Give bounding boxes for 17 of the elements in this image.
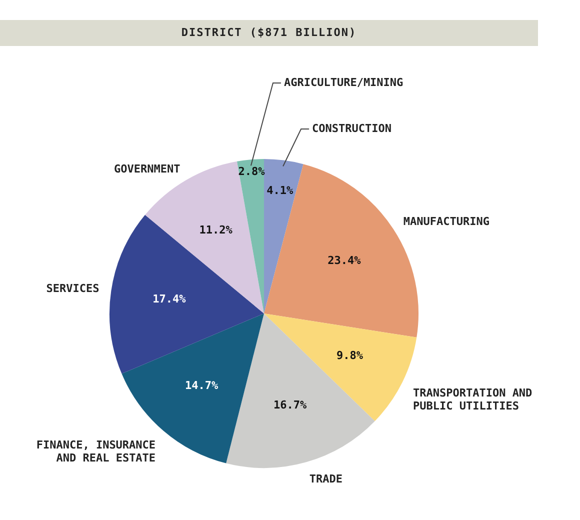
- slice-label: MANUFACTURING: [403, 215, 490, 228]
- data-label: 23.4%: [328, 254, 362, 267]
- slice-label: SERVICES: [46, 282, 100, 296]
- slice-label: CONSTRUCTION: [312, 122, 392, 135]
- chart-title: DISTRICT ($871 BILLION): [0, 20, 538, 46]
- data-label: 14.7%: [185, 379, 219, 392]
- slice-label: GOVERNMENT: [114, 162, 181, 176]
- slice-label: AGRICULTURE/MINING: [284, 76, 404, 89]
- slice-label: TRANSPORTATION AND PUBLIC UTILITIES: [412, 386, 533, 413]
- slice-label: FINANCE, INSURANCE AND REAL ESTATE: [36, 438, 156, 465]
- data-label: 17.4%: [152, 292, 186, 306]
- slice-label: TRADE: [309, 472, 343, 486]
- data-label: 16.7%: [274, 398, 308, 412]
- data-label: 2.8%: [238, 164, 266, 178]
- data-label: 9.8%: [336, 349, 364, 362]
- data-label: 4.1%: [266, 184, 294, 197]
- data-label: 11.2%: [199, 224, 233, 237]
